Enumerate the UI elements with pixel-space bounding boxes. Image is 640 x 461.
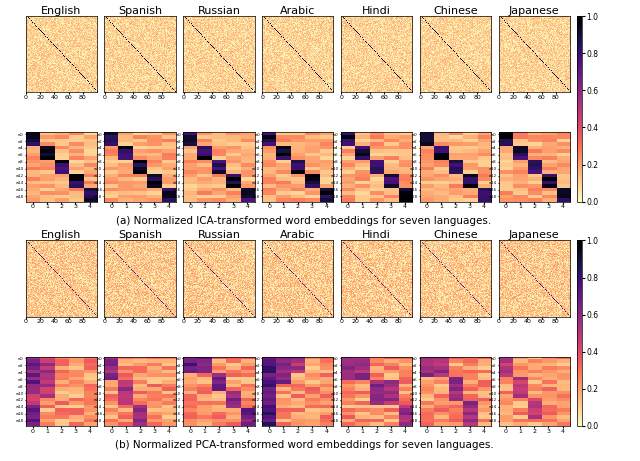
Text: (a) Normalized ICA-transformed word embeddings for seven languages.: (a) Normalized ICA-transformed word embe… [116, 216, 492, 226]
Title: Chinese: Chinese [433, 230, 477, 240]
Title: English: English [41, 230, 81, 240]
Title: Spanish: Spanish [118, 6, 162, 16]
Title: Russian: Russian [197, 6, 241, 16]
Title: Russian: Russian [197, 230, 241, 240]
Title: Japanese: Japanese [509, 6, 559, 16]
Title: Chinese: Chinese [433, 6, 477, 16]
Title: Arabic: Arabic [280, 230, 316, 240]
Title: Arabic: Arabic [280, 6, 316, 16]
Title: English: English [41, 6, 81, 16]
Title: Japanese: Japanese [509, 230, 559, 240]
Title: Hindi: Hindi [362, 6, 391, 16]
Title: Hindi: Hindi [362, 230, 391, 240]
Title: Spanish: Spanish [118, 230, 162, 240]
Text: (b) Normalized PCA-transformed word embeddings for seven languages.: (b) Normalized PCA-transformed word embe… [115, 440, 493, 450]
